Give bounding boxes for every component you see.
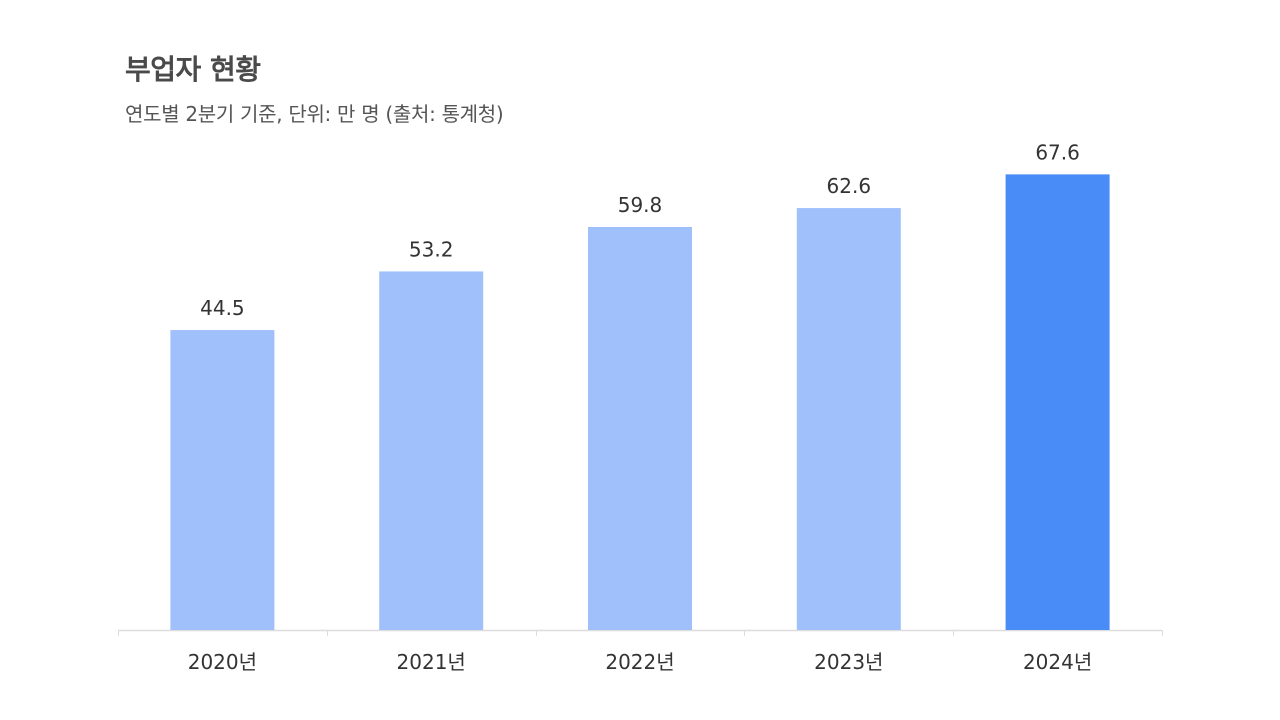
x-tick-label: 2021년 xyxy=(397,650,466,674)
x-tick-label: 2022년 xyxy=(605,650,674,674)
bar-2021년 xyxy=(379,271,484,630)
bar-2024년 xyxy=(1005,174,1110,630)
bar-2020년 xyxy=(170,330,275,630)
x-tick-label: 2024년 xyxy=(1023,650,1092,674)
chart-title: 부업자 현황 xyxy=(125,53,261,86)
data-label: 62.6 xyxy=(827,174,872,198)
data-label: 67.6 xyxy=(1035,140,1080,164)
data-label: 53.2 xyxy=(409,237,454,261)
x-tick-label: 2023년 xyxy=(814,650,883,674)
data-label: 44.5 xyxy=(200,296,245,320)
bar-2022년 xyxy=(588,226,692,630)
x-tick-label: 2020년 xyxy=(188,650,257,674)
bar-2023년 xyxy=(796,208,901,631)
data-label: 59.8 xyxy=(618,193,663,217)
chart-subtitle: 연도별 2분기 기준, 단위: 만 명 (출처: 통계청) xyxy=(125,102,504,126)
